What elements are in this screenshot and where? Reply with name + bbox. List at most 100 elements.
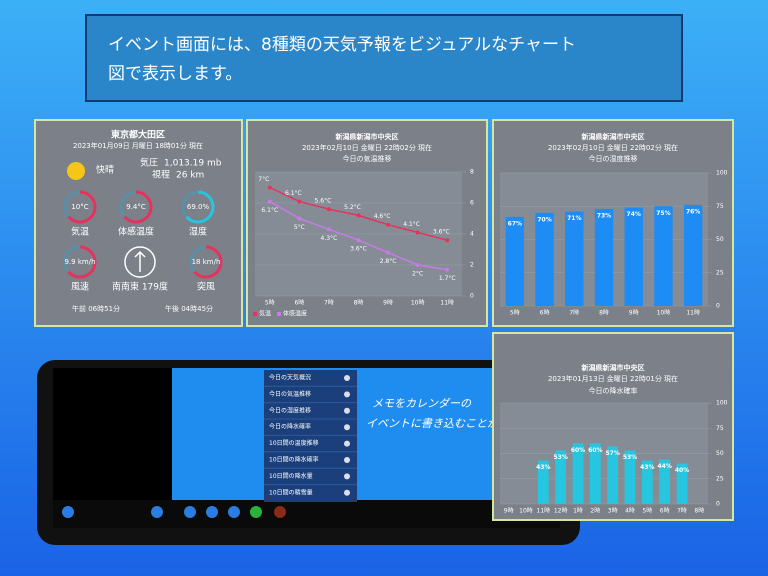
data-label: 6.1°C xyxy=(261,207,278,214)
menu-item[interactable]: 今日の気温推移 xyxy=(269,390,311,398)
x-tick-label: 5時 xyxy=(642,507,652,515)
location: 東京都大田区 xyxy=(111,129,165,141)
data-label: 70% xyxy=(537,216,551,223)
location: 新潟県新潟市中央区 xyxy=(335,132,399,141)
data-label: 2°C xyxy=(412,271,423,278)
menu-item[interactable]: 10日間の降水量 xyxy=(269,472,313,480)
point xyxy=(297,199,302,204)
point xyxy=(297,216,302,221)
search-button[interactable] xyxy=(250,506,262,518)
legend-swatch xyxy=(277,312,281,316)
y-tick-label: 8 xyxy=(470,169,474,176)
point xyxy=(267,185,272,190)
x-tick-label: 9時 xyxy=(629,309,639,317)
menu-icon xyxy=(344,407,350,414)
data-label: 57% xyxy=(605,450,619,457)
gauge-label: 南南東 179度 xyxy=(112,281,168,293)
data-label: 53% xyxy=(553,454,567,461)
x-tick-label: 11時 xyxy=(686,309,700,317)
menu-item[interactable]: 今日の降水確率 xyxy=(269,423,311,431)
data-label: 60% xyxy=(571,447,585,454)
x-tick-label: 2時 xyxy=(590,507,600,515)
data-label: 43% xyxy=(640,464,654,471)
location: 新潟県新潟市中央区 xyxy=(581,132,645,141)
bar xyxy=(654,206,673,306)
point xyxy=(445,267,450,272)
x-tick-label: 11時 xyxy=(537,507,551,515)
data-label: 4.1°C xyxy=(403,221,420,228)
y-tick-label: 50 xyxy=(716,450,724,457)
photo-button[interactable] xyxy=(274,506,286,518)
x-tick-label: 8時 xyxy=(354,299,364,307)
y-tick-label: 25 xyxy=(716,269,724,276)
x-tick-label: 4時 xyxy=(625,507,635,515)
x-tick-label: 6時 xyxy=(294,299,304,307)
x-tick-label: 6時 xyxy=(660,507,670,515)
data-label: 2.8°C xyxy=(380,258,397,265)
point xyxy=(267,199,272,204)
bar xyxy=(572,443,584,504)
point xyxy=(326,227,331,232)
y-tick-label: 75 xyxy=(716,203,724,210)
y-tick-label: 100 xyxy=(716,170,728,177)
y-tick-label: 100 xyxy=(716,400,728,407)
chart-title: 今日の降水確率 xyxy=(589,386,638,395)
bar xyxy=(565,211,584,306)
x-tick-label: 7時 xyxy=(569,309,579,317)
visibility: 26 km xyxy=(176,171,204,181)
gauge-value: 69.0% xyxy=(187,203,210,211)
gauge-label: 風速 xyxy=(71,282,89,293)
point xyxy=(386,222,391,227)
y-tick-label: 0 xyxy=(716,501,720,508)
data-label: 4.6°C xyxy=(374,213,391,220)
menu-item[interactable]: 今日の天気概況 xyxy=(269,374,311,382)
bar xyxy=(624,207,643,306)
menu-item[interactable]: 10日間の降水確率 xyxy=(269,456,319,464)
date: 2023年01月13日 金曜日 22時01分 現在 xyxy=(548,374,678,383)
settings-button[interactable] xyxy=(62,506,74,518)
y-tick-label: 4 xyxy=(470,231,474,238)
calendar-button[interactable] xyxy=(228,506,240,518)
header-line: 図で表示します。 xyxy=(108,64,242,84)
bar xyxy=(683,204,703,306)
menu-panel xyxy=(264,370,357,502)
point xyxy=(356,213,361,218)
date: 2023年02月10日 金曜日 22時02分 現在 xyxy=(548,143,678,152)
pressure: 1,013.19 mb xyxy=(164,159,222,169)
y-tick-label: 75 xyxy=(716,425,724,432)
x-tick-label: 5時 xyxy=(510,309,520,317)
bar xyxy=(535,212,554,306)
x-tick-label: 7時 xyxy=(324,299,334,307)
bar xyxy=(537,460,549,504)
chart-title: 今日の気温推移 xyxy=(343,154,392,163)
menu-item[interactable]: 10日間の積雪量 xyxy=(269,488,313,496)
weather-button[interactable] xyxy=(206,506,218,518)
bar xyxy=(555,450,567,504)
sunset: 午後 04時45分 xyxy=(165,304,213,313)
help-button[interactable] xyxy=(151,506,163,518)
data-label: 7°C xyxy=(258,176,269,183)
weather-icon xyxy=(67,162,85,180)
menu-item[interactable]: 10日間の温度推移 xyxy=(269,439,319,447)
wind-arrow xyxy=(134,250,146,272)
pen-button[interactable] xyxy=(184,506,196,518)
x-tick-label: 11時 xyxy=(440,299,454,307)
data-label: 40% xyxy=(675,467,689,474)
legend-swatch xyxy=(253,312,257,316)
menu-item[interactable]: 今日の湿度推移 xyxy=(269,406,311,414)
x-tick-label: 8時 xyxy=(694,507,704,515)
point xyxy=(386,250,391,255)
x-tick-label: 5時 xyxy=(265,299,275,307)
point xyxy=(445,238,450,243)
x-tick-label: 10時 xyxy=(411,299,425,307)
gauge-label: 体感温度 xyxy=(118,226,154,238)
sunrise: 午前 06時51分 xyxy=(72,304,120,313)
data-label: 5.6°C xyxy=(315,198,332,205)
x-tick-label: 8時 xyxy=(599,309,609,317)
y-tick-label: 6 xyxy=(470,200,474,207)
y-tick-label: 25 xyxy=(716,475,724,482)
data-label: 3.6°C xyxy=(433,229,450,236)
bar xyxy=(659,459,671,504)
